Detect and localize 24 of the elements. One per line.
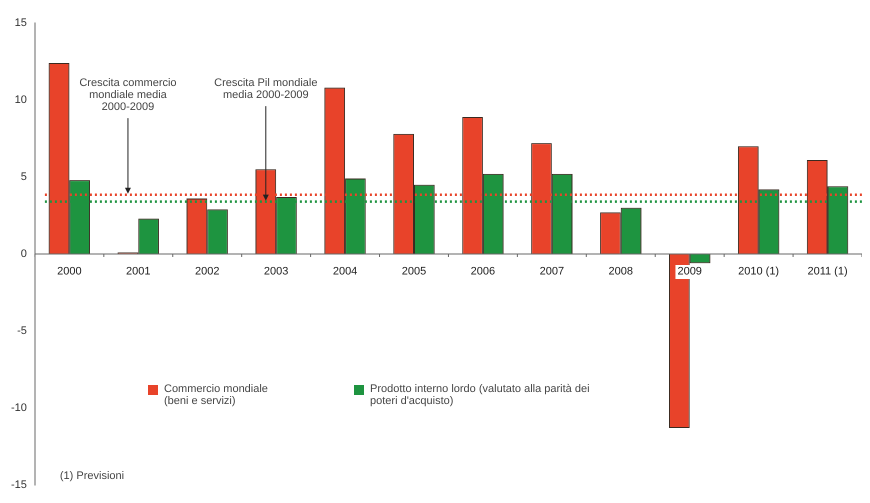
legend-label: Prodotto interno lordo (valutato alla parità dei poteri d'acquisto) [370, 383, 591, 407]
x-tick-label: 2010 (1) [738, 266, 780, 278]
x-tick-label: 2003 [264, 266, 288, 278]
x-tick-label: 2004 [332, 266, 358, 278]
y-tick-label: -10 [10, 402, 27, 414]
ref-line-label: Crescita commercio mondiale media 2000-2009 [79, 77, 177, 114]
x-tick-label: 2009 [677, 266, 702, 278]
y-tick-label: -15 [10, 479, 27, 492]
x-tick-label: 2001 [126, 266, 151, 278]
x-tick-label: 2000 [57, 266, 82, 278]
x-tick-label: 2002 [194, 266, 220, 278]
y-tick-label: 10 [14, 94, 27, 106]
y-tick-label: -5 [17, 325, 27, 338]
x-tick-label: 2006 [470, 266, 496, 278]
x-tick-label: 2005 [402, 266, 426, 278]
y-tick-label: 5 [20, 171, 27, 184]
y-tick-label: 15 [14, 17, 27, 30]
y-tick-label: 0 [20, 248, 27, 260]
x-tick-label: 2008 [608, 266, 634, 278]
legend-label: Commercio mondiale (beni e servizi) [164, 383, 269, 407]
x-tick-label: 2007 [540, 266, 564, 278]
annotation: (1) Previsioni [60, 470, 124, 482]
x-tick-label: 2011 (1) [807, 266, 848, 278]
ref-line-label: Crescita Pil mondiale media 2000-2009 [214, 77, 318, 102]
